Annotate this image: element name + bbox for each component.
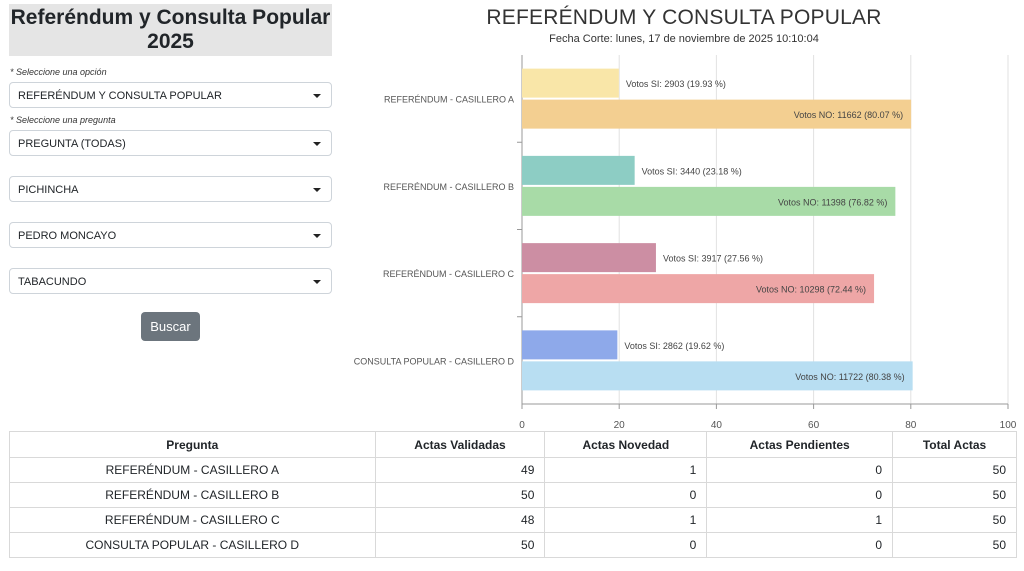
x-tick-label: 0 [519,420,525,430]
cell-total: 50 [892,507,1017,533]
bar [522,330,618,360]
category-label: REFERÉNDUM - CASILLERO A [384,95,514,105]
canton-select[interactable]: PEDRO MONCAYO [9,222,332,248]
bar [522,186,896,216]
chevron-down-icon [313,94,321,98]
chevron-down-icon [313,142,321,146]
bar [522,155,635,185]
cell-pending: 0 [706,457,894,483]
cell-pending: 0 [706,532,894,558]
cell-novelty: 0 [544,532,708,558]
chevron-down-icon [313,188,321,192]
canton-select-value: PEDRO MONCAYO [18,230,117,242]
bar-label: Votos NO: 11662 (80.07 %) [794,110,903,120]
filter-panel: Referéndum y Consulta Popular 2025 * Sel… [9,4,332,294]
cell-question: REFERÉNDUM - CASILLERO A [9,457,376,483]
bar-label: Votos SI: 3440 (23.18 %) [642,166,742,176]
table-row: REFERÉNDUM - CASILLERO C 48 1 1 50 [9,507,1017,533]
bar [522,361,913,391]
cell-pending: 0 [706,482,894,508]
category-label: CONSULTA POPULAR - CASILLERO D [354,356,515,366]
table-row: CONSULTA POPULAR - CASILLERO D 50 0 0 50 [9,532,1017,558]
column-header-total: Total Actas [892,431,1017,458]
search-button[interactable]: Buscar [141,312,200,341]
x-tick-label: 40 [711,420,723,430]
column-header-question: Pregunta [9,431,376,458]
column-header-pending: Actas Pendientes [706,431,894,458]
cell-total: 50 [892,482,1017,508]
bar [522,243,656,273]
bar [522,99,912,129]
cell-validated: 48 [374,507,546,533]
option-select[interactable]: REFERÉNDUM Y CONSULTA POPULAR [9,82,332,108]
cell-question: CONSULTA POPULAR - CASILLERO D [9,532,376,558]
page-title-line1: Referéndum y Consulta Popular [10,6,331,29]
table-row: REFERÉNDUM - CASILLERO A 49 1 0 50 [9,457,1017,483]
bar-label: Votos SI: 2903 (19.93 %) [626,79,726,89]
table-row: REFERÉNDUM - CASILLERO B 50 0 0 50 [9,482,1017,508]
cell-validated: 49 [374,457,546,483]
table-header-row: Pregunta Actas Validadas Actas Novedad A… [9,431,1017,458]
x-tick-label: 20 [614,420,626,430]
chart-subtitle: Fecha Corte: lunes, 17 de noviembre de 2… [549,33,819,45]
bar-label: Votos NO: 11398 (76.82 %) [778,197,887,207]
cell-validated: 50 [374,532,546,558]
chevron-down-icon [313,280,321,284]
chart-title: REFERÉNDUM Y CONSULTA POPULAR [486,6,882,29]
page-title-line2: 2025 [147,30,194,53]
x-tick-label: 80 [905,420,917,430]
parish-select-value: TABACUNDO [18,276,87,288]
column-header-validated: Actas Validadas [374,431,546,458]
x-tick-label: 100 [1000,420,1017,430]
chevron-down-icon [313,234,321,238]
question-select[interactable]: PREGUNTA (TODAS) [9,130,332,156]
cell-novelty: 0 [544,482,708,508]
cell-pending: 1 [706,507,894,533]
bar [522,274,875,304]
category-label: REFERÉNDUM - CASILLERO C [383,269,515,279]
bar-label: Votos NO: 10298 (72.44 %) [756,285,866,295]
option-hint: * Seleccione una opción [10,67,107,77]
page-title: Referéndum y Consulta Popular 2025 [9,4,332,56]
province-select-value: PICHINCHA [18,184,79,196]
bar-label: Votos SI: 2862 (19.62 %) [624,341,724,351]
cell-novelty: 1 [544,507,708,533]
results-table: Pregunta Actas Validadas Actas Novedad A… [9,431,1017,558]
category-label: REFERÉNDUM - CASILLERO B [383,182,514,192]
bar-label: Votos SI: 3917 (27.56 %) [663,254,763,264]
cell-question: REFERÉNDUM - CASILLERO C [9,507,376,533]
results-bar-chart: 0 20 40 60 80 100 REFERÉNDUM - CASILLERO A Voto… [354,55,1017,430]
option-select-value: REFERÉNDUM Y CONSULTA POPULAR [18,90,222,102]
question-hint: * Seleccione una pregunta [10,115,116,125]
column-header-novelty: Actas Novedad [544,431,708,458]
x-tick-label: 60 [808,420,820,430]
bar-label: Votos NO: 11722 (80.38 %) [795,372,904,382]
province-select[interactable]: PICHINCHA [9,176,332,202]
question-select-value: PREGUNTA (TODAS) [18,138,126,150]
bar [522,68,619,98]
cell-validated: 50 [374,482,546,508]
cell-question: REFERÉNDUM - CASILLERO B [9,482,376,508]
cell-total: 50 [892,457,1017,483]
cell-novelty: 1 [544,457,708,483]
cell-total: 50 [892,532,1017,558]
parish-select[interactable]: TABACUNDO [9,268,332,294]
